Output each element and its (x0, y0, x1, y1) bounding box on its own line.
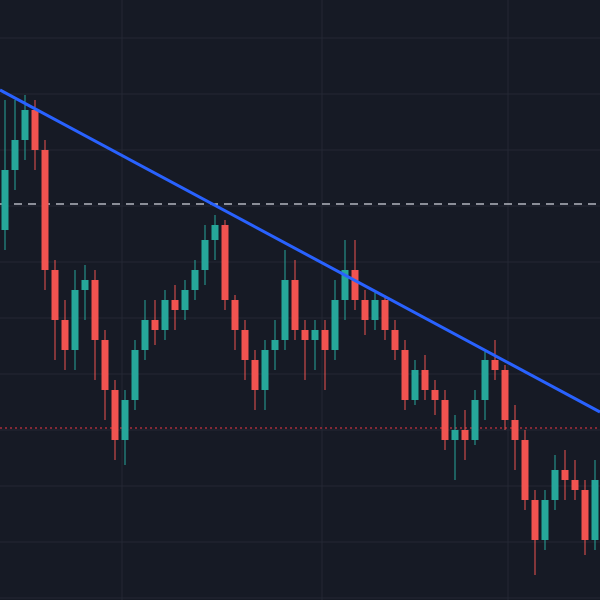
candle-body (71, 290, 79, 350)
candle-body (581, 490, 589, 540)
candle-body (371, 300, 379, 320)
candle-body (301, 330, 309, 340)
candle-body (591, 480, 599, 540)
candle-body (471, 400, 479, 440)
candle-body (341, 270, 349, 300)
candle-body (201, 240, 209, 270)
candle-body (261, 350, 269, 390)
candle-body (11, 140, 19, 170)
candle-body (431, 390, 439, 400)
candle-body (101, 340, 109, 390)
candle-body (481, 360, 489, 400)
candle-body (461, 430, 469, 440)
candle-body (21, 110, 29, 140)
candle-body (141, 320, 149, 350)
candle-body (551, 470, 559, 500)
candle-body (291, 280, 299, 330)
candle-body (41, 150, 49, 270)
candle-body (501, 370, 509, 420)
candle-body (521, 440, 529, 500)
candle-body (51, 270, 59, 320)
candle-body (351, 270, 359, 300)
candle-body (241, 330, 249, 360)
candle-body (1, 170, 9, 230)
candle-body (211, 225, 219, 240)
candle-body (381, 300, 389, 330)
candle-body (121, 400, 129, 440)
candle-body (441, 400, 449, 440)
candle-body (531, 500, 539, 540)
candle-body (81, 280, 89, 290)
candle-body (281, 280, 289, 340)
candle-body (361, 300, 369, 320)
candle-body (221, 225, 229, 300)
candle-body (161, 300, 169, 330)
candle-body (171, 300, 179, 310)
candle-body (321, 330, 329, 350)
candle-body (451, 430, 459, 440)
candle-body (91, 280, 99, 340)
trend-line (0, 88, 600, 414)
candle-body (111, 390, 119, 440)
candle-body (181, 290, 189, 310)
candle-body (131, 350, 139, 400)
candle-body (31, 110, 39, 150)
candle-body (561, 470, 569, 480)
candle-body (391, 330, 399, 350)
candle-body (401, 350, 409, 400)
candle-body (411, 370, 419, 400)
candle-body (61, 320, 69, 350)
candle-body (491, 360, 499, 370)
candle-body (251, 360, 259, 390)
candle-body (541, 500, 549, 540)
candle-body (511, 420, 519, 440)
candle-body (191, 270, 199, 290)
candle-body (271, 340, 279, 350)
candle-body (311, 330, 319, 340)
candle-body (571, 480, 579, 490)
candle-body (331, 300, 339, 350)
candle-body (151, 320, 159, 330)
candle-body (231, 300, 239, 330)
candle-body (421, 370, 429, 390)
